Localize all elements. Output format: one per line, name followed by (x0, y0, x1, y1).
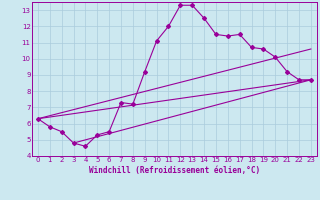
X-axis label: Windchill (Refroidissement éolien,°C): Windchill (Refroidissement éolien,°C) (89, 166, 260, 175)
